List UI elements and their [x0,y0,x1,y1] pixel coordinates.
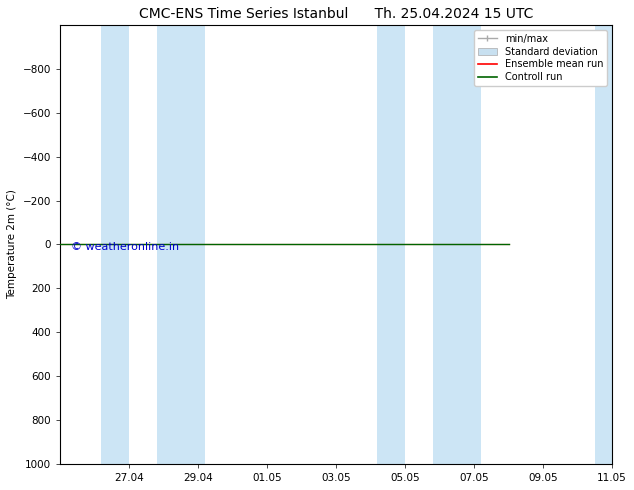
Bar [101,25,129,464]
Title: CMC-ENS Time Series Istanbul      Th. 25.04.2024 15 UTC: CMC-ENS Time Series Istanbul Th. 25.04.2… [139,7,533,21]
Y-axis label: Temperature 2m (°C): Temperature 2m (°C) [7,190,17,299]
Text: © weatheronline.in: © weatheronline.in [71,242,179,252]
Bar [377,25,405,464]
Bar [432,25,481,464]
Bar [157,25,205,464]
Legend: min/max, Standard deviation, Ensemble mean run, Controll run: min/max, Standard deviation, Ensemble me… [474,30,607,86]
Bar [595,25,612,464]
